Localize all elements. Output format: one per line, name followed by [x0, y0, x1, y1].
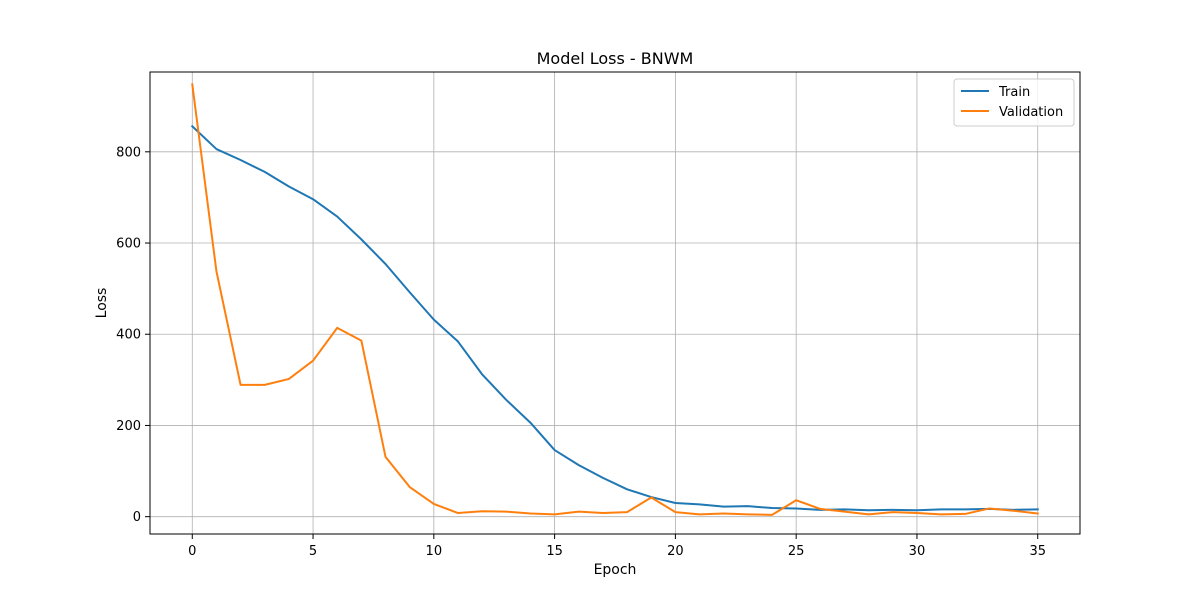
series-layer	[190, 83, 1039, 516]
x-tick-label: 25	[788, 544, 805, 559]
x-tick-label: 30	[909, 544, 926, 559]
plot-frame	[149, 71, 1081, 535]
y-tick-label: 0	[133, 510, 141, 525]
legend-label-train: Train	[998, 85, 1030, 100]
y-tick-label: 800	[116, 145, 141, 160]
y-axis-label: Loss	[94, 288, 110, 319]
legend-label-validation: Validation	[999, 105, 1063, 120]
legend: Train Validation	[953, 78, 1075, 127]
series-line-train	[190, 124, 1039, 512]
grid	[150, 72, 1080, 534]
chart-title: Model Loss - BNWM	[537, 49, 694, 68]
y-tick-label: 400	[116, 328, 141, 343]
x-axis-label: Epoch	[594, 562, 637, 578]
x-tick-label: 35	[1029, 544, 1046, 559]
plot-background	[150, 72, 1080, 534]
x-tick-label: 10	[426, 544, 443, 559]
y-axis-ticks: 0 200 400 600 800	[116, 145, 150, 525]
x-tick-label: 0	[188, 544, 196, 559]
series-line-validation	[191, 83, 1039, 516]
x-tick-label: 5	[309, 544, 317, 559]
y-tick-label: 200	[116, 419, 141, 434]
y-tick-label: 600	[116, 237, 141, 252]
x-axis-ticks: 0 5 10 15 20 25 30 35	[188, 534, 1046, 559]
x-tick-label: 15	[546, 544, 563, 559]
x-tick-label: 20	[667, 544, 684, 559]
